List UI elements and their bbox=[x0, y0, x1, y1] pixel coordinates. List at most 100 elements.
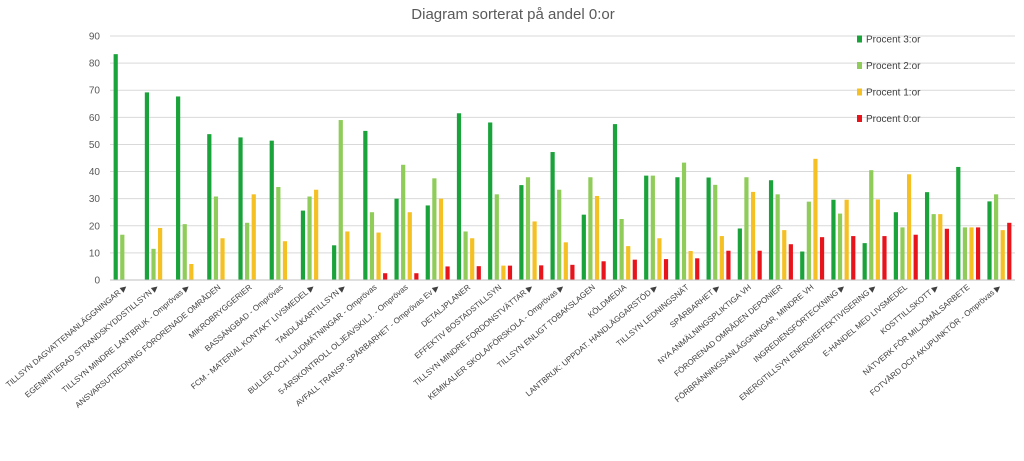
bar bbox=[681, 162, 687, 280]
bar bbox=[519, 185, 524, 280]
bar bbox=[407, 212, 412, 280]
bar bbox=[831, 199, 836, 280]
bar bbox=[276, 187, 281, 280]
bar bbox=[663, 259, 669, 280]
legend-label: Procent 3:or bbox=[866, 35, 921, 46]
bar bbox=[307, 196, 312, 280]
bar bbox=[425, 205, 430, 280]
bar bbox=[688, 250, 693, 280]
bar bbox=[987, 201, 992, 280]
bar bbox=[207, 134, 212, 280]
bar bbox=[944, 228, 949, 280]
bar bbox=[383, 273, 388, 280]
bar bbox=[363, 130, 368, 280]
legend-label: Procent 0:or bbox=[866, 114, 921, 125]
bar bbox=[113, 54, 118, 280]
bar bbox=[581, 214, 586, 280]
bar bbox=[626, 246, 631, 280]
bar bbox=[376, 232, 381, 280]
bar bbox=[438, 198, 444, 280]
bar bbox=[675, 177, 680, 280]
bar bbox=[632, 259, 637, 280]
bar bbox=[962, 227, 967, 280]
bar bbox=[594, 195, 600, 280]
bar bbox=[893, 212, 898, 280]
bar bbox=[882, 236, 887, 280]
bar bbox=[251, 194, 256, 280]
bar bbox=[913, 234, 918, 280]
bar bbox=[345, 231, 350, 280]
bar bbox=[476, 266, 481, 280]
bar bbox=[994, 194, 999, 280]
legend-swatch bbox=[857, 62, 862, 69]
bar bbox=[338, 120, 343, 280]
y-tick-label: 0 bbox=[94, 276, 100, 287]
y-tick-label: 80 bbox=[89, 59, 101, 70]
bar bbox=[282, 241, 288, 280]
bar bbox=[601, 261, 606, 280]
y-tick-label: 70 bbox=[89, 86, 101, 97]
bar bbox=[706, 177, 711, 280]
bar bbox=[414, 273, 419, 280]
bars bbox=[113, 54, 1012, 281]
bar bbox=[619, 219, 624, 280]
bar bbox=[851, 236, 856, 280]
bar bbox=[394, 198, 399, 280]
bar bbox=[245, 222, 250, 280]
bar bbox=[757, 250, 762, 280]
bar bbox=[650, 175, 655, 280]
y-tick-label: 50 bbox=[89, 140, 101, 151]
bar bbox=[432, 178, 437, 280]
y-tick-label: 90 bbox=[89, 32, 101, 43]
bar bbox=[1000, 230, 1005, 280]
bar bbox=[695, 258, 700, 280]
bar bbox=[445, 266, 450, 280]
bar bbox=[837, 213, 843, 280]
y-tick-label: 10 bbox=[89, 248, 101, 259]
bar bbox=[144, 92, 150, 280]
bar bbox=[750, 191, 756, 280]
bar bbox=[507, 265, 513, 280]
bar bbox=[369, 212, 375, 280]
bar bbox=[612, 124, 618, 280]
chart-title: Diagram sorterat på andel 0:or bbox=[411, 6, 614, 23]
bar bbox=[806, 201, 811, 280]
bar bbox=[975, 227, 981, 280]
legend: Procent 3:or Procent 2:or Procent 1:or Proc… bbox=[857, 35, 921, 125]
bar bbox=[182, 224, 187, 280]
bar bbox=[931, 214, 936, 280]
bar bbox=[869, 170, 874, 280]
bar bbox=[470, 238, 475, 280]
bar bbox=[563, 242, 568, 280]
bar bbox=[737, 228, 742, 280]
bar bbox=[550, 152, 555, 280]
bar bbox=[969, 227, 974, 280]
bar bbox=[744, 177, 749, 280]
bar bbox=[314, 189, 319, 280]
y-tick-label: 40 bbox=[89, 167, 101, 178]
bar bbox=[158, 227, 163, 280]
bar bbox=[768, 180, 774, 280]
bar bbox=[862, 243, 867, 280]
legend-swatch bbox=[857, 35, 862, 43]
bar bbox=[220, 238, 225, 280]
bar bbox=[488, 122, 493, 280]
bar bbox=[557, 189, 562, 280]
bar bbox=[151, 248, 156, 280]
bar bbox=[844, 199, 849, 280]
y-tick-label: 30 bbox=[89, 194, 101, 205]
bar bbox=[800, 251, 805, 280]
bar bbox=[775, 194, 780, 280]
bar bbox=[269, 140, 274, 280]
bar bbox=[238, 137, 243, 280]
legend-label: Procent 1:or bbox=[866, 88, 921, 99]
bar bbox=[332, 245, 337, 280]
legend-swatch bbox=[857, 115, 862, 122]
gridlines bbox=[110, 35, 1015, 254]
bar bbox=[782, 230, 787, 280]
bar bbox=[657, 238, 662, 280]
bar bbox=[501, 265, 506, 280]
bar bbox=[875, 199, 880, 280]
